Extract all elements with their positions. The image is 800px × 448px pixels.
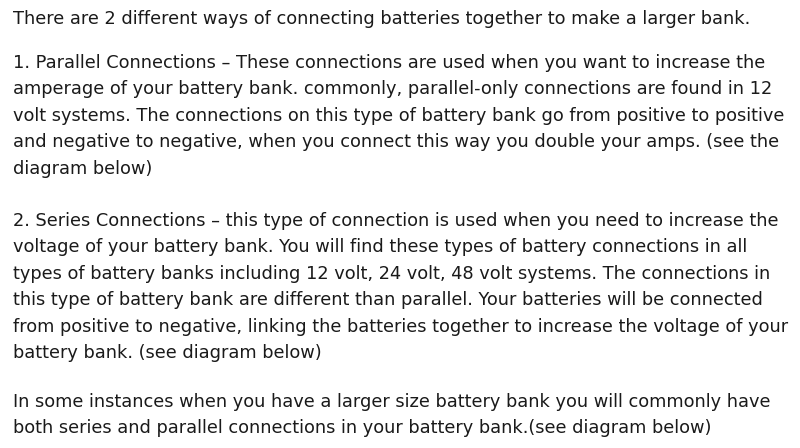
- Text: In some instances when you have a larger size battery bank you will commonly hav: In some instances when you have a larger…: [13, 393, 770, 437]
- Text: 2. Series Connections – this type of connection is used when you need to increas: 2. Series Connections – this type of con…: [13, 212, 788, 362]
- Text: 1. Parallel Connections – These connections are used when you want to increase t: 1. Parallel Connections – These connecti…: [13, 54, 784, 177]
- Text: There are 2 different ways of connecting batteries together to make a larger ban: There are 2 different ways of connecting…: [13, 10, 750, 28]
